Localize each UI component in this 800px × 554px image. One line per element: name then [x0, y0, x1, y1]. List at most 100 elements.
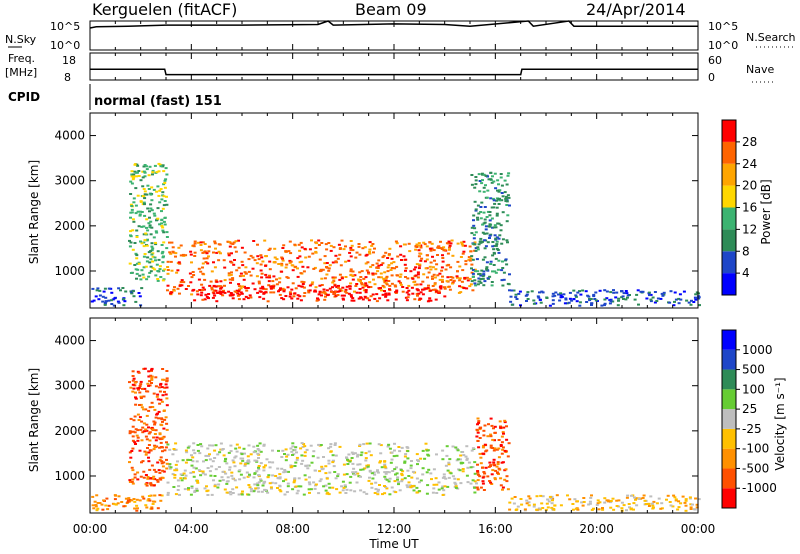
power-cell [146, 184, 150, 187]
velocity-cell [617, 499, 621, 502]
power-cell [470, 232, 474, 235]
power-cell [502, 271, 506, 274]
velocity-cell [145, 414, 149, 417]
power-cell [137, 261, 141, 264]
power-cell [439, 287, 443, 290]
power-cell [655, 300, 659, 302]
power-cell [124, 290, 128, 293]
power-cell [325, 289, 329, 292]
power-cell [588, 297, 591, 300]
colorbar-frame [721, 329, 737, 509]
velocity-cell [580, 501, 584, 504]
velocity-cell [196, 444, 200, 446]
velocity-cell [133, 381, 137, 384]
power-cell [135, 163, 139, 166]
power-cell [403, 263, 407, 266]
velocity-cell [253, 472, 257, 475]
power-cell [214, 285, 218, 288]
velocity-cell [410, 476, 414, 479]
velocity-cell [284, 478, 288, 481]
velocity-cell [348, 460, 352, 463]
velocity-cell [620, 507, 624, 510]
velocity-cell [228, 491, 232, 493]
velocity-cell [469, 482, 473, 485]
velocity-cell [338, 445, 342, 448]
velocity-cell [150, 464, 154, 467]
power-cell [160, 210, 163, 213]
power-cell [483, 206, 487, 208]
power-cell [492, 206, 496, 209]
power-cell [358, 291, 362, 294]
power-cell [341, 297, 345, 300]
velocity-cell [142, 476, 146, 479]
velocity-cell [473, 461, 477, 464]
power-cell [460, 280, 464, 283]
velocity-cell [164, 393, 168, 396]
power-cell [491, 241, 495, 243]
velocity-cell [132, 377, 136, 380]
power-cell [165, 195, 168, 198]
velocity-cell [165, 428, 169, 431]
power-cell [495, 214, 499, 217]
velocity-cell [544, 508, 548, 511]
velocity-cell [501, 461, 505, 464]
velocity-cell [158, 477, 162, 480]
power-cell [468, 277, 472, 280]
velocity-cell [535, 495, 539, 498]
velocity-cell [256, 448, 260, 450]
power-cell [140, 211, 144, 213]
velocity-cell [158, 432, 162, 435]
velocity-cell [380, 466, 384, 469]
power-cell [495, 212, 499, 215]
power-cell [240, 246, 244, 249]
power-cell [110, 291, 114, 294]
power-cell [429, 289, 433, 292]
power-cell [176, 269, 180, 272]
power-cell [609, 300, 613, 303]
power-cell [447, 248, 451, 251]
power-cell [156, 279, 160, 282]
velocity-cell [160, 476, 164, 479]
power-cell [476, 246, 480, 249]
power-cell [387, 292, 391, 295]
velocity-cell [152, 484, 156, 487]
velocity-cell [142, 470, 146, 473]
velocity-cell [159, 441, 163, 444]
velocity-cell [628, 506, 631, 509]
colorbar-segment [722, 185, 736, 208]
power-cell [201, 272, 205, 275]
power-cell [350, 295, 353, 298]
power-cell [141, 273, 145, 276]
power-cell [259, 263, 263, 266]
power-cell [264, 264, 268, 267]
power-cell [146, 207, 150, 210]
power-cell [351, 275, 355, 277]
velocity-cell [144, 453, 148, 456]
velocity-cell [603, 497, 607, 500]
power-cell [138, 295, 142, 298]
velocity-cell [465, 457, 469, 460]
power-cell [133, 163, 137, 166]
power-cell [469, 250, 473, 253]
power-cell [475, 258, 479, 261]
velocity-cell [555, 494, 559, 497]
power-cell [246, 287, 250, 289]
power-cell [494, 237, 498, 240]
velocity-cell [598, 501, 602, 504]
power-cell [245, 289, 249, 292]
power-cell [342, 248, 346, 251]
power-cell [501, 238, 505, 241]
nsearch-tick-top: 10^5 [708, 20, 738, 33]
power-cell [203, 288, 206, 291]
power-cell [150, 199, 154, 202]
power-cell [259, 269, 263, 272]
velocity-cell [199, 474, 203, 477]
velocity-cell [434, 477, 438, 480]
power-cell [472, 224, 476, 227]
power-cell [381, 262, 385, 265]
velocity-cell [471, 466, 475, 468]
velocity-cell [155, 413, 159, 416]
power-cell [348, 251, 352, 254]
power-cell [559, 292, 563, 295]
power-cell [407, 289, 411, 292]
